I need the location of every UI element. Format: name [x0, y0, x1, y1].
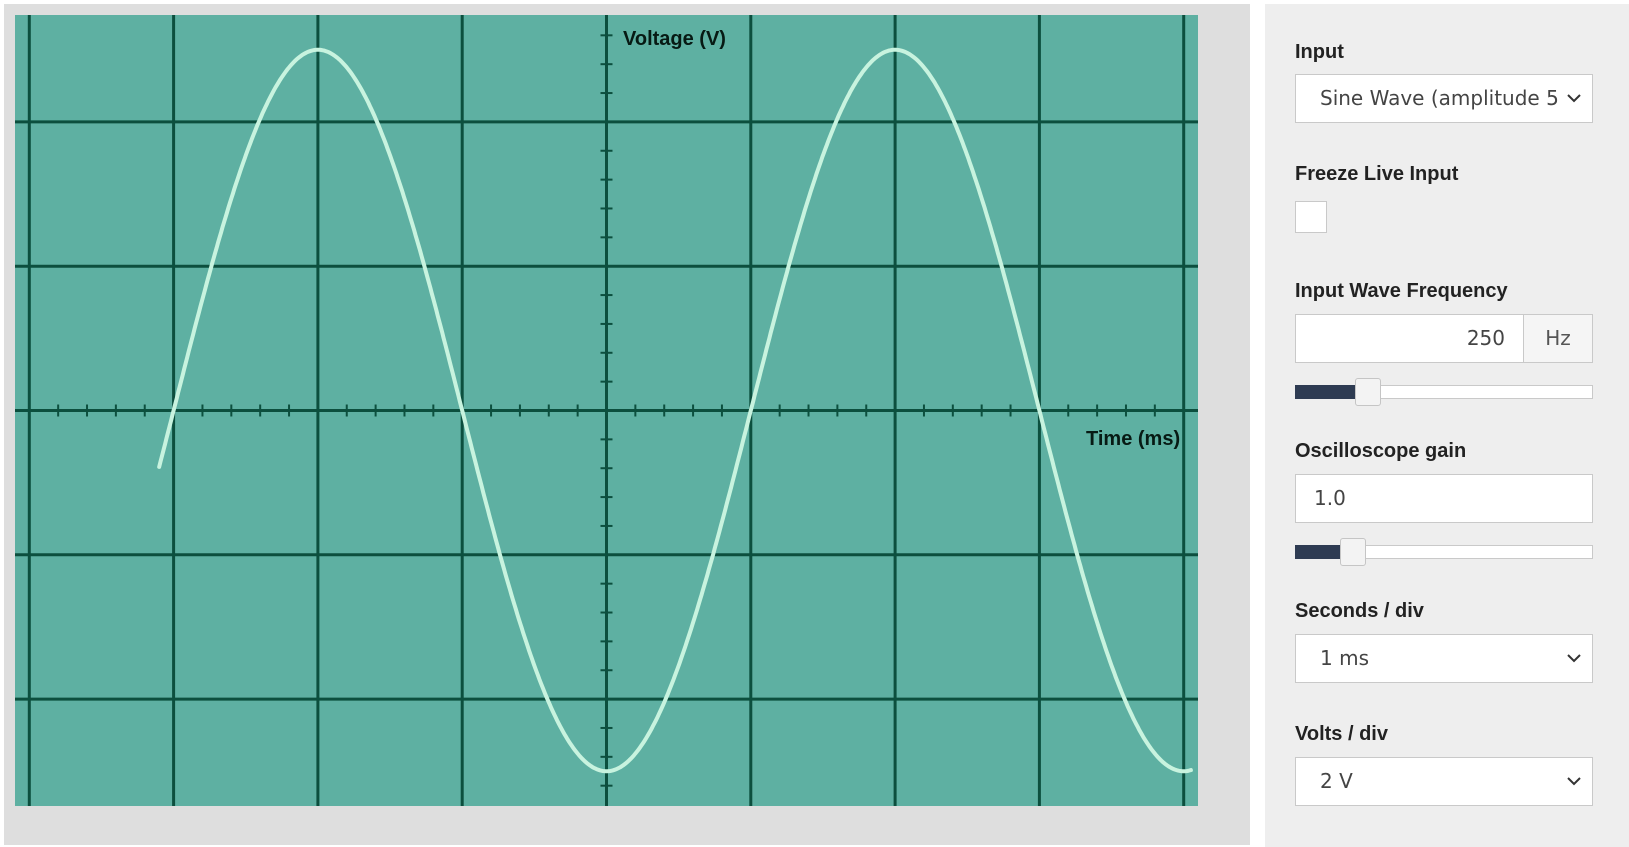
chevron-down-icon — [1567, 654, 1581, 663]
freeze-checkbox[interactable] — [1295, 201, 1327, 233]
seconds-div-value: 1 ms — [1320, 646, 1369, 670]
volts-div-select[interactable]: 2 V — [1295, 757, 1593, 806]
seconds-div-label: Seconds / div — [1295, 600, 1424, 622]
input-select[interactable]: Sine Wave (amplitude 5 — [1295, 74, 1593, 123]
volts-div-value: 2 V — [1320, 769, 1353, 793]
slider-thumb[interactable] — [1355, 378, 1381, 406]
gain-slider[interactable] — [1295, 538, 1593, 566]
chevron-down-icon — [1567, 777, 1581, 786]
input-label: Input — [1295, 41, 1344, 63]
gain-label: Oscilloscope gain — [1295, 440, 1467, 462]
y-axis-title: Voltage (V) — [623, 28, 726, 50]
gain-input[interactable]: 1.0 — [1295, 474, 1593, 523]
frequency-unit: Hz — [1523, 314, 1593, 363]
frequency-input[interactable]: 250 — [1295, 314, 1524, 363]
frequency-slider[interactable] — [1295, 378, 1593, 406]
waveform-trace — [157, 47, 1193, 774]
x-axis-title: Time (ms) — [1086, 428, 1180, 450]
slider-fill — [1295, 385, 1368, 399]
volts-div-label: Volts / div — [1295, 723, 1388, 745]
oscilloscope-frame: Voltage (V) Time (ms) — [4, 4, 1250, 845]
frequency-label: Input Wave Frequency — [1295, 280, 1508, 302]
slider-fill — [1295, 545, 1354, 559]
seconds-div-select[interactable]: 1 ms — [1295, 634, 1593, 683]
control-panel: Input Sine Wave (amplitude 5 Freeze Live… — [1265, 4, 1629, 847]
freeze-label: Freeze Live Input — [1295, 163, 1459, 185]
input-select-value: Sine Wave (amplitude 5 — [1320, 86, 1559, 110]
slider-thumb[interactable] — [1340, 538, 1367, 566]
oscilloscope-screen: Voltage (V) Time (ms) — [15, 15, 1198, 806]
chevron-down-icon — [1567, 94, 1581, 103]
